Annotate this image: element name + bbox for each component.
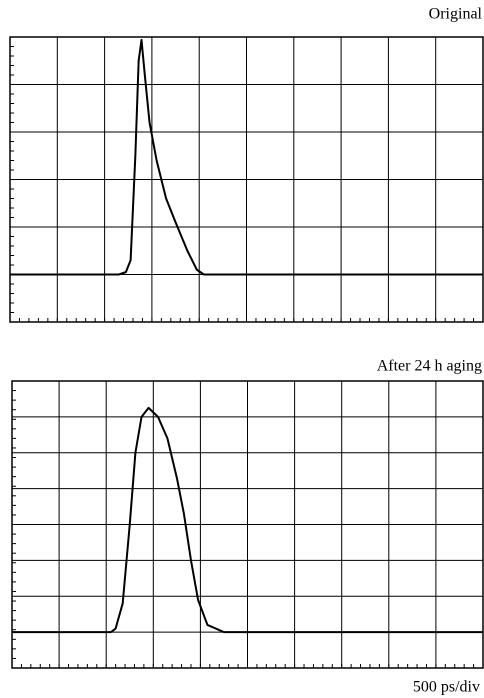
waveform bbox=[12, 406, 483, 634]
x-axis-label: 500 ps/div bbox=[413, 679, 480, 696]
chart-title: After 24 h aging bbox=[377, 358, 482, 375]
chart-title: Original bbox=[429, 6, 483, 23]
waveform bbox=[10, 38, 483, 276]
plot-frame bbox=[11, 380, 484, 669]
plot-frame bbox=[9, 36, 484, 323]
